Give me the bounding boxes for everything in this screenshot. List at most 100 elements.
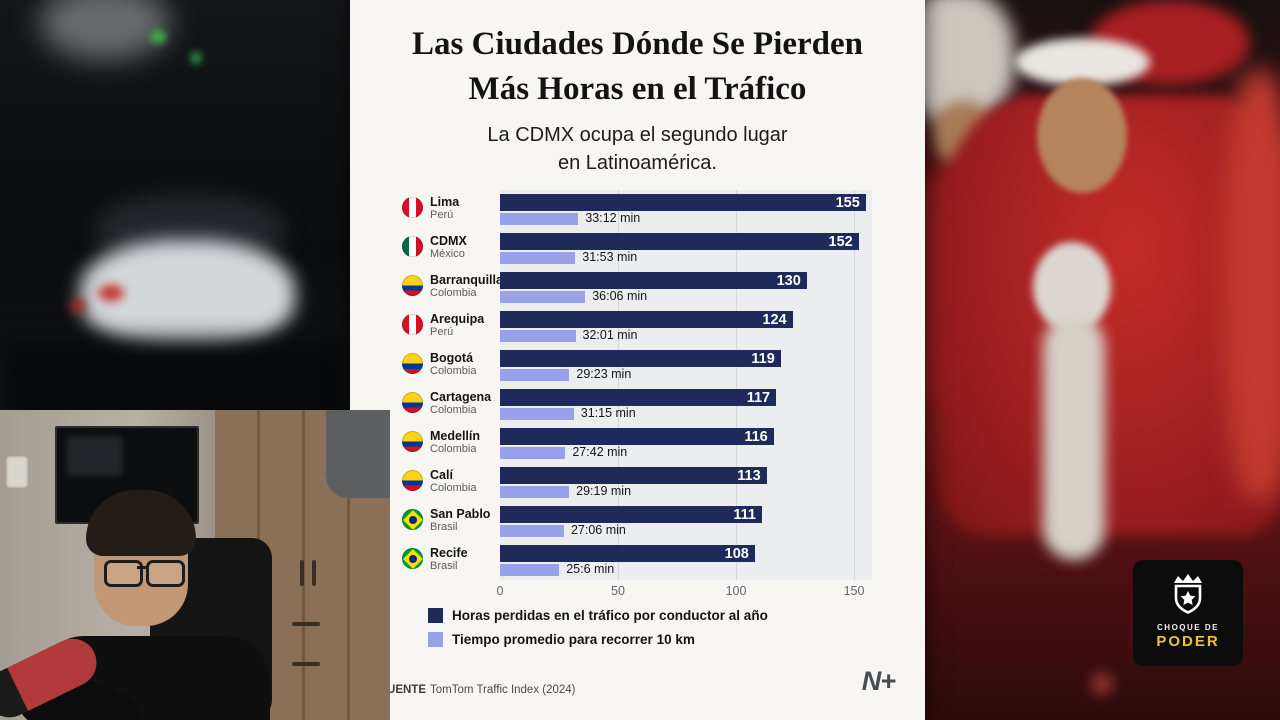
taillight-blob	[70, 300, 86, 312]
taillight-blob	[98, 285, 124, 301]
santa-face	[1037, 78, 1127, 193]
hours-value: 152	[828, 233, 853, 250]
source-label: FUENTE	[380, 684, 426, 696]
city-label: Lima Perú	[430, 195, 459, 222]
country-name: Colombia	[430, 482, 477, 495]
hours-value: 117	[746, 389, 771, 406]
city-label: Medellín Colombia	[430, 429, 480, 456]
x-tick-label: 150	[843, 584, 865, 598]
legend-label: Horas perdidas en el tráfico por conduct…	[452, 608, 768, 623]
streamer-hair	[86, 490, 196, 556]
chart-x-axis: 0 50 100 150	[350, 584, 925, 604]
chart-row: Recife Brasil 108 25:6 min	[350, 541, 925, 580]
time-label: 29:23 min	[576, 367, 632, 381]
bokeh-light	[1090, 672, 1114, 696]
infographic-subtitle: La CDMX ocupa el segundo lugar en Latino…	[350, 121, 925, 177]
chart-row: Medellín Colombia 116 27:42 min	[350, 424, 925, 463]
city-name: Cartagena	[430, 390, 492, 404]
brazil-globe	[408, 554, 417, 563]
watermark-text-bottom: PODER	[1156, 633, 1220, 650]
chart-row: Lima Perú 155 33:12 min	[350, 190, 925, 229]
streetlight-glow	[40, 0, 170, 60]
green-light-blob	[190, 52, 202, 64]
time-bar	[500, 369, 570, 381]
colombia-flag-icon	[402, 470, 423, 491]
green-light-blob	[150, 30, 166, 44]
time-bar	[500, 564, 560, 576]
time-bar	[500, 447, 566, 459]
bar-chart: Lima Perú 155 33:12 min CDMX México 152 31:53 m…	[350, 190, 925, 605]
hours-bar: 119	[500, 350, 781, 367]
chart-row: CDMX México 152 31:53 min	[350, 229, 925, 268]
city-name: Lima	[430, 195, 460, 209]
legend-item: Horas perdidas en el tráfico por conduct…	[428, 608, 768, 623]
drawer-handle	[292, 622, 320, 626]
city-name: CDMX	[430, 234, 467, 248]
country-name: Perú	[430, 326, 454, 339]
chart-row: Arequipa Perú 124 32:01 min	[350, 307, 925, 346]
brazil-globe	[408, 515, 417, 524]
hours-bar: 155	[500, 194, 866, 211]
country-name: Perú	[430, 209, 454, 222]
hours-bar: 124	[500, 311, 793, 328]
hours-bar: 117	[500, 389, 777, 406]
x-tick-label: 0	[496, 584, 504, 598]
time-bar	[500, 330, 576, 342]
gridline	[736, 190, 737, 580]
time-label: 33:12 min	[585, 211, 641, 225]
hours-bar: 111	[500, 506, 762, 523]
city-name: Medellín	[430, 429, 481, 443]
brazil-flag-icon	[402, 548, 423, 569]
colombia-flag-icon	[402, 392, 423, 413]
legend-swatch	[428, 608, 443, 623]
time-bar	[500, 486, 570, 498]
hours-bar: 152	[500, 233, 859, 250]
title-line-2: Más Horas en el Tráfico	[468, 70, 807, 107]
country-name: Colombia	[430, 404, 477, 417]
country-name: Colombia	[430, 287, 477, 300]
source-note: FUENTE TomTom Traffic Index (2024)	[380, 684, 576, 696]
time-label: 27:06 min	[570, 523, 626, 537]
city-name: Barranquilla	[430, 273, 503, 287]
x-tick-label: 50	[611, 584, 625, 598]
time-bar	[500, 408, 574, 420]
peru-flag-icon	[402, 197, 423, 218]
hours-value: 130	[776, 272, 801, 289]
hours-value: 119	[751, 350, 775, 367]
time-label: 31:53 min	[582, 250, 638, 264]
hours-bar: 108	[500, 545, 755, 562]
chart-row: Calí Colombia 113 29:19 min	[350, 463, 925, 502]
city-label: CDMX México	[430, 234, 467, 261]
time-label: 31:15 min	[580, 406, 636, 420]
choque-de-poder-logo: CHOQUE DE PODER	[1133, 560, 1243, 666]
shield-crown-icon	[1174, 574, 1202, 614]
city-label: Calí Colombia	[430, 468, 476, 495]
streamer-glasses	[104, 560, 143, 587]
colombia-flag-icon	[402, 431, 423, 452]
curtain	[326, 410, 390, 498]
time-bar	[500, 213, 579, 225]
country-name: Brasil	[430, 560, 458, 573]
nplus-logo: N+	[861, 666, 896, 696]
source-text: TomTom Traffic Index (2024)	[430, 684, 576, 696]
colombia-flag-icon	[402, 275, 423, 296]
city-label: Barranquilla Colombia	[430, 273, 503, 300]
chart-legend: Horas perdidas en el tráfico por conduct…	[428, 608, 768, 656]
tv-glare	[67, 436, 122, 476]
watermark-text-top: CHOQUE DE	[1157, 623, 1219, 632]
x-tick-label: 100	[725, 584, 747, 598]
gridline	[854, 190, 855, 580]
traffic-infographic: Las Ciudades Dónde Se Pierden Más Horas …	[350, 0, 925, 720]
city-label: Recife Brasil	[430, 546, 468, 573]
time-label: 36:06 min	[592, 289, 648, 303]
drawer-handle	[292, 662, 320, 666]
wardrobe-handle	[312, 560, 316, 586]
city-name: Bogotá	[430, 351, 474, 365]
time-bar	[500, 252, 576, 264]
time-label: 32:01 min	[582, 328, 638, 342]
chart-row: Cartagena Colombia 117 31:15 min	[350, 385, 925, 424]
hours-value: 113	[737, 467, 761, 484]
hours-value: 108	[724, 545, 749, 562]
subtitle-line-2: en Latinoamérica.	[558, 152, 717, 175]
